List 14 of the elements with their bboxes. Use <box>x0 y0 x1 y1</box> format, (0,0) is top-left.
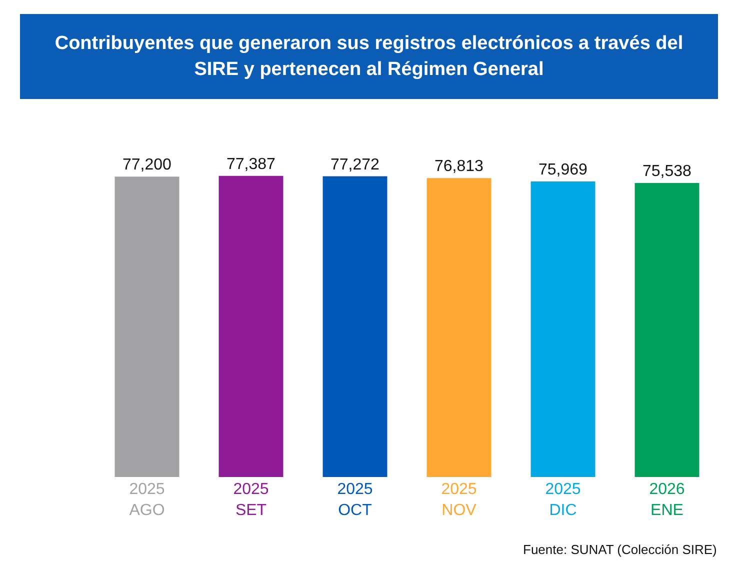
x-tick-label: 2025 AGO <box>129 481 165 519</box>
x-tick-label: 2025 SET <box>233 481 269 519</box>
data-label: 75,538 <box>642 163 692 180</box>
x-tick-label: 2025 NOV <box>441 481 477 519</box>
data-label: 76,813 <box>434 158 484 176</box>
data-label: 77,272 <box>330 156 380 174</box>
chart-title: Contribuyentes que generaron sus registros electrónicos a través del SIRE y pertenecen al Régimen General <box>20 14 718 99</box>
x-tick-label: 2025 DIC <box>545 481 581 519</box>
source-note: Fuente: SUNAT (Colección SIRE) <box>523 542 717 557</box>
data-label: 77,200 <box>122 156 172 174</box>
x-tick-label: 2025 OCT <box>337 481 373 519</box>
x-tick-label: 2026 ENE <box>649 481 685 519</box>
data-label: 77,387 <box>226 156 276 173</box>
data-label: 75,969 <box>538 161 588 178</box>
